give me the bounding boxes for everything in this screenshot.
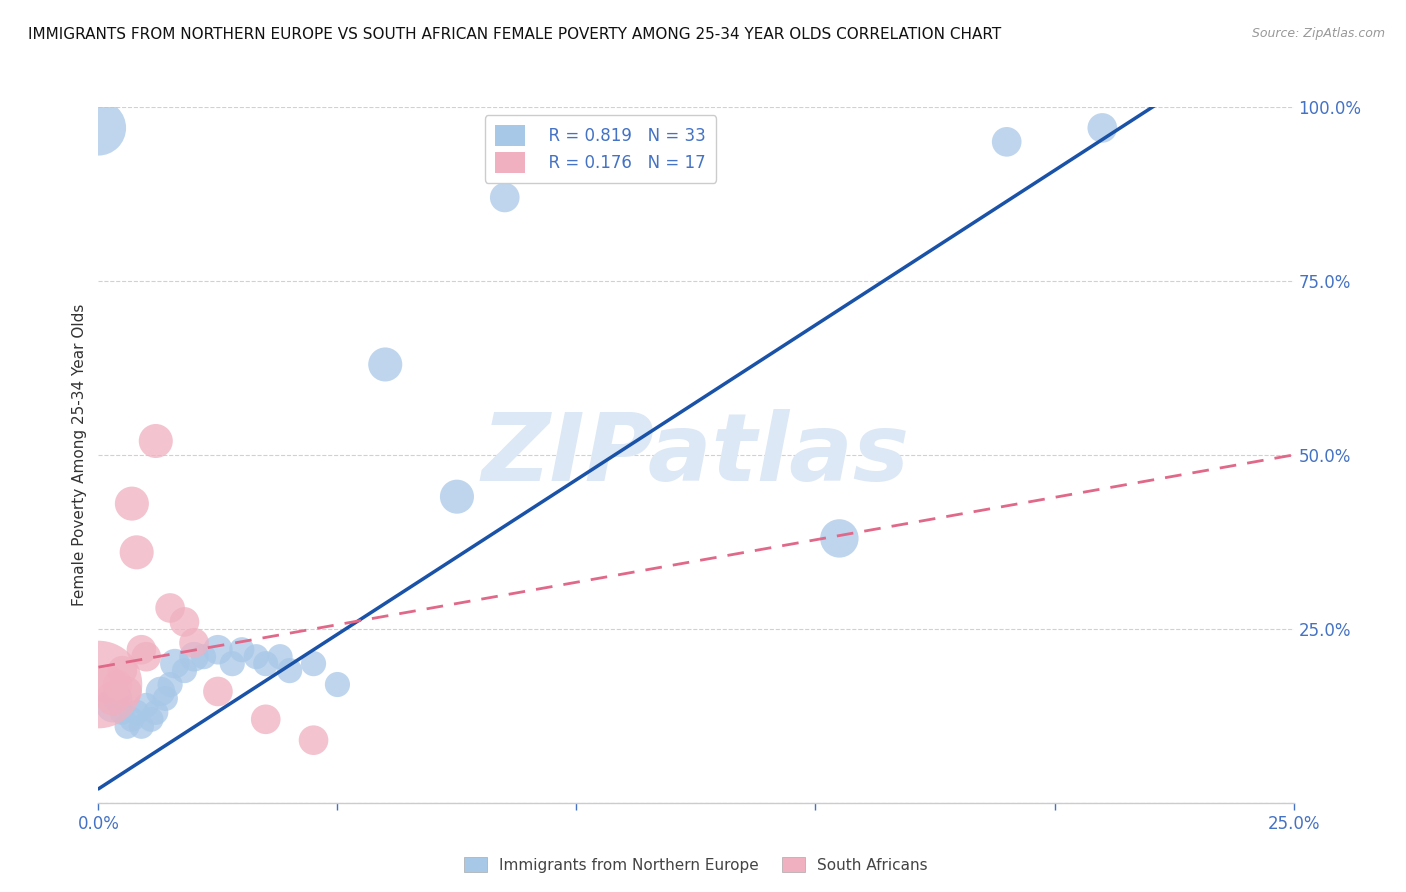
Point [135,649,157,664]
Point [115,719,138,733]
Point [101,698,124,713]
Point [231,642,253,657]
Point [131,719,153,733]
Point [254,712,277,726]
Point [87,120,110,135]
Legend: Immigrants from Northern Europe, South Africans: Immigrants from Northern Europe, South A… [458,850,934,879]
Point [139,712,162,726]
Point [159,601,181,615]
Point [121,712,143,726]
Point [107,691,129,706]
Text: Source: ZipAtlas.com: Source: ZipAtlas.com [1251,27,1385,40]
Y-axis label: Female Poverty Among 25-34 Year Olds: Female Poverty Among 25-34 Year Olds [72,304,87,606]
Point [446,490,468,504]
Point [173,664,195,678]
Point [163,657,186,671]
Point [135,698,157,713]
Point [131,642,153,657]
Point [326,677,349,691]
Point [145,706,167,720]
Point [1091,120,1114,135]
Point [159,677,181,691]
Point [207,642,229,657]
Point [87,677,110,691]
Point [995,135,1018,149]
Point [183,636,205,650]
Point [183,649,205,664]
Point [302,657,325,671]
Point [145,434,167,448]
Point [115,684,138,698]
Point [149,684,172,698]
Point [221,657,243,671]
Point [97,677,120,691]
Point [278,664,301,678]
Point [193,649,215,664]
Point [302,733,325,747]
Point [125,706,148,720]
Text: IMMIGRANTS FROM NORTHERN EUROPE VS SOUTH AFRICAN FEMALE POVERTY AMONG 25-34 YEAR: IMMIGRANTS FROM NORTHERN EUROPE VS SOUTH… [28,27,1001,42]
Point [254,657,277,671]
Point [374,358,396,372]
Point [269,649,291,664]
Point [155,691,177,706]
Point [101,691,124,706]
Point [111,664,134,678]
Point [207,684,229,698]
Point [111,706,134,720]
Point [107,677,129,691]
Point [125,545,148,559]
Point [245,649,267,664]
Point [173,615,195,629]
Point [494,190,516,204]
Point [121,497,143,511]
Point [828,532,851,546]
Text: ZIPatlas: ZIPatlas [482,409,910,501]
